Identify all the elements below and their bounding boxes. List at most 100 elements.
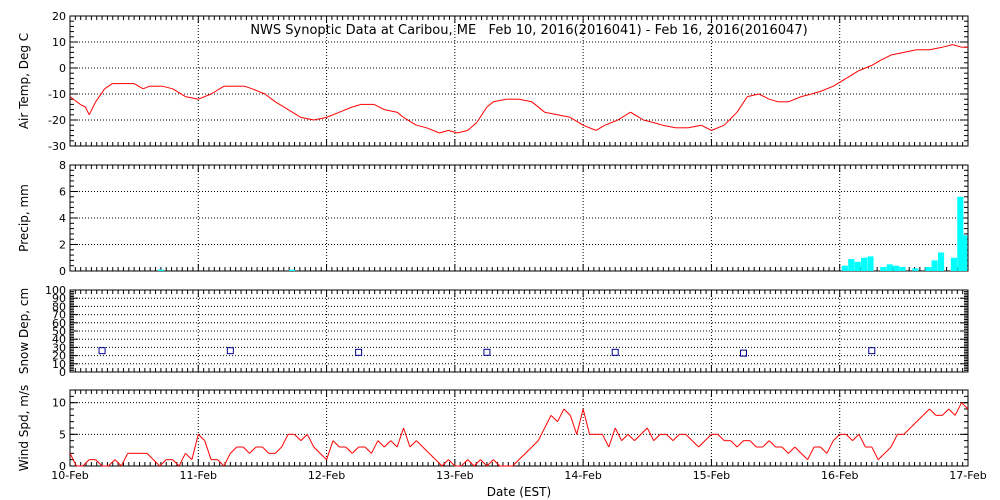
y-tick-label: -30 — [48, 140, 66, 153]
series-segment — [730, 440, 738, 448]
snow-point — [611, 348, 619, 356]
panel-wind: 0 5 10 Wind Spd, m/s — [17, 385, 969, 473]
y-tick-label: 10 — [52, 36, 66, 49]
y-tick-label: 10 — [52, 397, 66, 410]
y-tick-label: 0 — [59, 366, 66, 379]
y-tick-label: 60 — [52, 317, 66, 330]
series-segment — [903, 427, 911, 435]
precip-bar — [880, 267, 887, 271]
series-segment — [557, 114, 571, 118]
snow-point — [740, 349, 747, 357]
series-segment — [88, 101, 97, 116]
series-segment — [685, 433, 693, 442]
series-segment — [700, 124, 712, 131]
y-tick-label: 30 — [52, 341, 66, 354]
series-segment — [390, 440, 398, 448]
series-segment — [845, 433, 853, 442]
series-segment — [313, 446, 321, 454]
series-segment — [518, 98, 532, 103]
series-segment — [120, 453, 129, 467]
series-segment — [185, 452, 193, 461]
precip-bar — [950, 257, 957, 271]
series-segment — [557, 408, 565, 422]
series-segment — [242, 446, 250, 454]
series-segment — [717, 433, 725, 442]
precip-bar — [867, 256, 874, 271]
series-segment — [223, 453, 231, 467]
series-segment — [251, 88, 266, 95]
y-tick-label: 10 — [52, 358, 66, 371]
series-segment — [820, 446, 828, 454]
panel-frame — [69, 389, 969, 467]
series-segment — [550, 414, 558, 423]
series-segment — [351, 446, 359, 454]
y-tick-label: -20 — [48, 114, 66, 127]
series-segment — [794, 446, 802, 454]
series-segment — [749, 440, 757, 448]
series-segment — [807, 446, 815, 460]
y-tick-label: 4 — [59, 212, 66, 225]
x-tick-label: 15-Feb — [693, 469, 730, 482]
series-segment — [788, 446, 796, 454]
series-segment — [422, 446, 430, 454]
snow-point — [868, 347, 876, 355]
series-segment — [249, 446, 257, 454]
x-tick-label: 12-Feb — [308, 469, 345, 482]
x-axis-title: Date (EST) — [487, 485, 551, 499]
precip-bar — [899, 267, 906, 271]
series-segment — [781, 446, 789, 454]
series-segment — [262, 446, 270, 454]
series-segment — [617, 111, 631, 121]
panel-frame — [69, 15, 969, 147]
series-segment — [178, 453, 186, 467]
series-segment — [723, 111, 738, 126]
y-tick-label: 20 — [52, 10, 66, 23]
precip-bar — [841, 265, 848, 271]
y-tick-label: 0 — [59, 265, 66, 278]
precip-bar — [861, 257, 868, 271]
series-segment — [204, 440, 212, 460]
series-segment — [146, 452, 154, 461]
series-segment — [108, 459, 116, 467]
series-segment — [736, 440, 744, 448]
series-segment — [582, 124, 597, 131]
x-tick-label: 11-Feb — [180, 469, 217, 482]
series-segment — [230, 446, 238, 454]
series-segment — [197, 433, 206, 442]
y-axis-title: Snow Dep, cm — [17, 288, 31, 374]
series-segment — [858, 64, 872, 72]
y-tick-label: 20 — [52, 350, 66, 363]
series-segment — [688, 124, 702, 129]
chart-title: NWS Synoptic Data at Caribou, ME Feb 10,… — [250, 23, 807, 38]
y-tick-label: 5 — [59, 428, 66, 441]
series-segment — [769, 98, 779, 103]
series-segment — [653, 433, 661, 442]
y-tick-label: 40 — [52, 333, 66, 346]
precip-bar — [937, 252, 945, 271]
series-segment — [820, 85, 834, 92]
precip-bar — [925, 267, 932, 271]
series-segment — [531, 440, 539, 448]
series-segment — [384, 109, 398, 113]
series-segment — [852, 433, 860, 442]
series-segment — [313, 116, 327, 121]
x-tick-label: 16-Feb — [821, 469, 858, 482]
series-segment — [191, 434, 199, 460]
series-segment — [871, 59, 882, 66]
series-segment — [319, 452, 327, 461]
series-segment — [858, 434, 866, 448]
series-segment — [416, 440, 424, 448]
series-segment — [82, 459, 90, 467]
x-tick-label: 14-Feb — [564, 469, 601, 482]
series-segment — [801, 93, 812, 98]
series-segment — [601, 434, 610, 448]
x-tick-label: 17-Feb — [949, 469, 986, 482]
series-segment — [486, 101, 494, 108]
precip-bar — [848, 259, 855, 271]
precip-bar — [961, 235, 968, 271]
series-segment — [396, 427, 405, 448]
panel-temp: -30 -20 -10 0 10 20 Air Temp, Deg C — [17, 10, 969, 153]
series-segment — [95, 88, 106, 103]
series-segment — [747, 93, 760, 98]
series-segment — [711, 124, 725, 131]
